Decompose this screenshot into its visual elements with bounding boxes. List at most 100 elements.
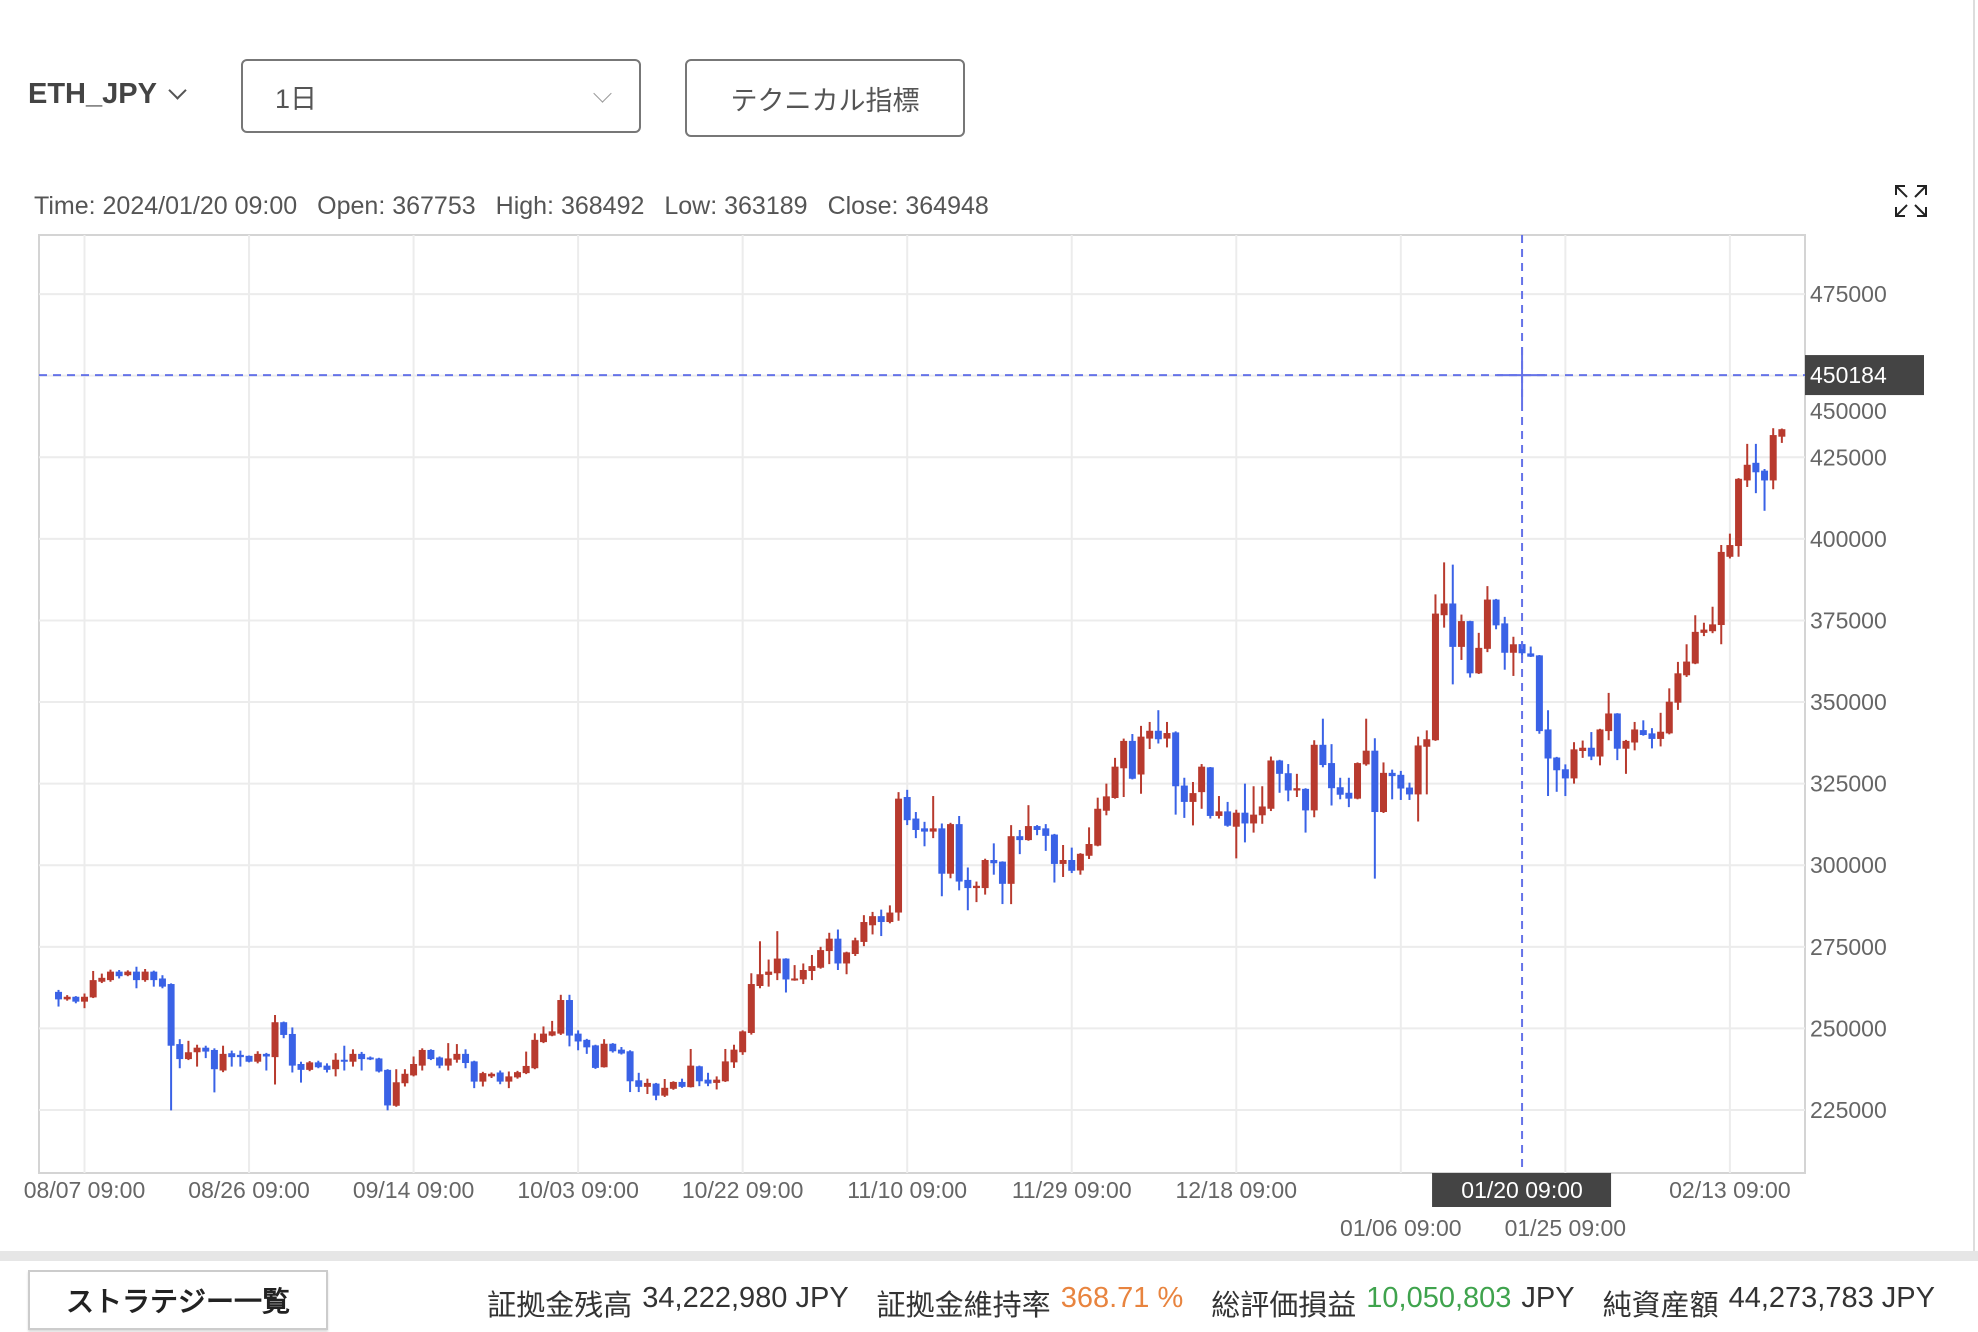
candle-up: [106, 971, 114, 981]
technical-indicators-button[interactable]: テクニカル指標: [685, 59, 965, 137]
y-tick-label: 275000: [1810, 934, 1887, 960]
candle-up: [254, 1053, 262, 1062]
ohlc-close: Close: 364948: [827, 192, 989, 220]
candle-up: [444, 1058, 452, 1066]
candle-down: [1033, 826, 1041, 830]
candle-up: [1085, 844, 1093, 856]
candle-up: [1232, 812, 1240, 827]
candle-down: [1613, 713, 1621, 749]
candle-down: [262, 1053, 270, 1057]
x-tick-label: 09/14 09:00: [353, 1177, 475, 1203]
y-tick-label: 400000: [1810, 526, 1887, 552]
pnl-unit: JPY: [1521, 1282, 1575, 1314]
candle-down: [782, 958, 790, 980]
candle-up: [1483, 599, 1491, 649]
net-assets-value: 44,273,783 JPY: [1728, 1282, 1935, 1314]
candle-down: [1639, 730, 1647, 736]
candle-up: [687, 1065, 695, 1088]
candle-down: [1648, 733, 1656, 739]
candle-up: [869, 916, 877, 926]
candle-down: [626, 1051, 634, 1082]
candle-down: [1587, 747, 1595, 757]
symbol-selector[interactable]: ETH_JPY: [28, 78, 187, 111]
candle-down: [1449, 603, 1457, 647]
candle-up: [1509, 644, 1517, 653]
candle-up: [1111, 766, 1119, 798]
ohlc-open: Open: 367753: [317, 192, 476, 220]
candle-up: [817, 950, 825, 968]
candle-down: [1388, 772, 1396, 777]
x-tick-label: 12/18 09:00: [1176, 1177, 1298, 1203]
candle-down: [323, 1065, 331, 1070]
ohlc-time: Time: 2024/01/20 09:00: [34, 192, 298, 220]
margin-rate-value: 368.71 %: [1060, 1282, 1184, 1314]
strategy-list-button[interactable]: ストラテジー一覧: [28, 1270, 328, 1330]
candle-up: [557, 1000, 565, 1034]
candle-up: [514, 1072, 521, 1078]
pnl-label: 総評価損益: [1211, 1290, 1357, 1322]
candle-down: [210, 1049, 218, 1070]
candle-down: [1128, 740, 1136, 779]
candle-down: [1068, 860, 1076, 871]
candlestick-chart[interactable]: 475000 450000 425000 400000 375000 350000 3250…: [0, 0, 1978, 1250]
candle-down: [288, 1033, 296, 1066]
account-summary: 証拠金残高 34,222,980 JPY 証拠金維持率 368.71 % 総評価損益…: [487, 1282, 1935, 1324]
candle-up: [860, 922, 868, 942]
x-tick-label: 08/26 09:00: [188, 1177, 310, 1203]
candle-down: [1544, 729, 1552, 759]
candle-up: [1743, 464, 1751, 481]
candle-down: [55, 991, 63, 1000]
candle-up: [1700, 629, 1708, 633]
candle-up: [1293, 788, 1301, 791]
candle-up: [1007, 836, 1015, 884]
candle-up: [1457, 621, 1465, 647]
crosshair-time-label: 01/20 09:00: [1461, 1177, 1583, 1203]
candle-up: [799, 969, 807, 980]
candle-down: [1180, 785, 1188, 802]
candle-up: [1380, 772, 1387, 813]
candle-down: [115, 971, 123, 977]
expand-icon[interactable]: [1893, 183, 1929, 219]
candle-up: [1354, 763, 1362, 799]
candle-up: [721, 1061, 729, 1082]
candle-down: [1501, 623, 1509, 653]
candle-down: [1466, 621, 1474, 674]
candle-down: [236, 1054, 244, 1058]
candle-down: [375, 1058, 383, 1072]
candle-up: [1076, 853, 1084, 871]
candle-down: [1492, 599, 1500, 626]
candle-up: [1475, 647, 1483, 674]
x-tick-label: 10/03 09:00: [517, 1177, 639, 1203]
candle-up: [756, 974, 764, 986]
candle-down: [652, 1083, 660, 1096]
y-tick-label: 300000: [1810, 852, 1887, 878]
interval-value: 1日: [275, 83, 318, 114]
candle-down: [574, 1033, 582, 1042]
candle-down: [167, 984, 175, 1046]
candle-up: [453, 1053, 461, 1060]
candle-down: [903, 797, 911, 821]
scrollbar[interactable]: [1973, 0, 1975, 1251]
candle-up: [1059, 860, 1067, 864]
candle-up: [124, 971, 132, 976]
y-tick-label: 325000: [1810, 771, 1887, 797]
panel-divider[interactable]: [0, 1251, 1978, 1261]
candle-up: [1094, 808, 1102, 846]
candle-up: [1622, 740, 1630, 749]
candle-up: [773, 958, 781, 974]
candle-down: [955, 824, 963, 882]
candle-up: [219, 1053, 227, 1071]
interval-select[interactable]: 1日: [241, 59, 641, 133]
candle-up: [1120, 740, 1128, 769]
candle-up: [1735, 478, 1743, 547]
candle-down: [1172, 732, 1180, 787]
candle-up: [851, 940, 859, 955]
candle-down: [1561, 769, 1569, 779]
candle-up: [730, 1049, 738, 1063]
candle-down: [496, 1072, 504, 1082]
candle-down: [150, 971, 158, 981]
candle-down: [1527, 653, 1535, 657]
candle-up: [600, 1043, 608, 1068]
candle-up: [643, 1082, 651, 1087]
candle-up: [1198, 766, 1206, 793]
